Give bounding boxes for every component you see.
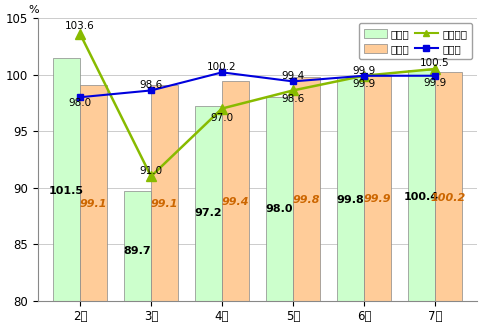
Text: 98.6: 98.6: [140, 80, 163, 90]
Legend: 山上高, 店舗数, 利用客数, 客単価: 山上高, 店舗数, 利用客数, 客単価: [359, 23, 472, 59]
Bar: [80, 85, 107, 301]
Bar: [266, 97, 293, 301]
Text: %: %: [28, 5, 39, 15]
Text: 100.4: 100.4: [404, 192, 439, 202]
Text: 99.8: 99.8: [337, 195, 364, 205]
Text: 100.2: 100.2: [431, 193, 466, 203]
Text: 89.7: 89.7: [124, 246, 151, 256]
Text: 97.0: 97.0: [211, 113, 234, 123]
Text: 99.8: 99.8: [293, 195, 320, 205]
Text: 99.9: 99.9: [352, 79, 376, 89]
Text: 99.4: 99.4: [281, 71, 305, 81]
Bar: [222, 81, 249, 301]
Bar: [195, 106, 222, 301]
Bar: [337, 77, 364, 301]
Bar: [53, 58, 80, 301]
Text: 100.5: 100.5: [420, 58, 450, 68]
Text: 97.2: 97.2: [195, 208, 222, 218]
Text: 99.9: 99.9: [364, 194, 391, 205]
Text: 99.9: 99.9: [423, 78, 446, 88]
Text: 99.1: 99.1: [151, 199, 178, 209]
Text: 98.0: 98.0: [69, 98, 92, 108]
Bar: [435, 72, 462, 301]
Text: 99.4: 99.4: [222, 197, 249, 207]
Bar: [408, 70, 435, 301]
Text: 100.2: 100.2: [207, 62, 237, 72]
Text: 98.6: 98.6: [281, 94, 305, 105]
Bar: [364, 76, 391, 301]
Bar: [151, 85, 178, 301]
Bar: [293, 77, 320, 301]
Text: 99.9: 99.9: [352, 66, 376, 76]
Bar: [124, 191, 151, 301]
Text: 103.6: 103.6: [65, 21, 95, 31]
Text: 91.0: 91.0: [140, 166, 163, 176]
Text: 99.1: 99.1: [80, 199, 107, 209]
Text: 101.5: 101.5: [49, 186, 84, 196]
Text: 98.0: 98.0: [266, 204, 293, 214]
